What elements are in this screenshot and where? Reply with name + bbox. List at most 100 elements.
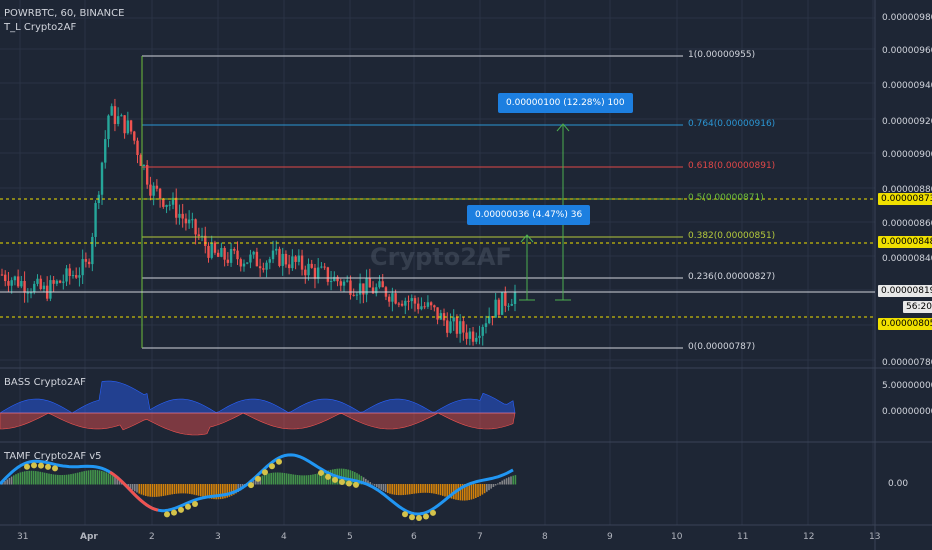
candle-body: [300, 255, 304, 270]
level-price-tag[interactable]: 0.00000805: [878, 318, 932, 330]
symbol-title[interactable]: POWRBTC, 60, BINANCE: [4, 8, 125, 19]
tamf-dot: [171, 509, 177, 516]
tamf-histogram-bar: [59, 474, 61, 485]
candle-body: [513, 292, 517, 304]
tamf-histogram-bar: [153, 484, 156, 497]
tamf-histogram-bar: [175, 484, 178, 494]
tamf-histogram-bar: [290, 474, 292, 485]
tamf-histogram-bar: [395, 484, 398, 495]
tamf-histogram-bar: [470, 484, 473, 500]
candle-body: [42, 285, 46, 290]
tamf-dot: [24, 463, 30, 470]
tamf-histogram-bar: [70, 474, 72, 485]
candle-body: [142, 164, 146, 166]
candle-body: [242, 263, 246, 267]
tamf-histogram-bar: [219, 484, 222, 500]
tamf-histogram-bar: [343, 468, 345, 485]
tamf-dot: [164, 511, 170, 518]
candle-body: [449, 321, 452, 333]
tamf-histogram-bar: [479, 484, 481, 496]
tamf-dot: [423, 513, 429, 520]
candle-body: [23, 281, 26, 293]
tamf-histogram-bar: [393, 484, 396, 495]
tamf-histogram-bar: [173, 484, 176, 494]
tamf-histogram-bar: [466, 484, 468, 501]
tamf-histogram-bar: [76, 472, 79, 485]
tamf-histogram-bar: [420, 484, 422, 493]
candle-body: [13, 276, 17, 281]
candle-body: [71, 275, 75, 277]
candle-body: [329, 281, 333, 283]
indicator-title-tamf[interactable]: TAMF Crypto2AF v5: [4, 451, 102, 462]
tamf-histogram-bar: [215, 484, 217, 500]
tamf-histogram-bar: [367, 480, 369, 485]
candle-body: [255, 251, 259, 267]
current-price-tag[interactable]: 0.00000819: [878, 285, 932, 297]
tamf-histogram-bar: [98, 470, 101, 485]
candle-body: [239, 259, 242, 267]
tamf-histogram-bar: [54, 474, 57, 485]
candle-body: [223, 247, 226, 260]
tamf-dot: [31, 462, 37, 469]
candle-body: [484, 323, 488, 327]
measure-tooltip-large[interactable]: 0.00000100 (12.28%) 100: [498, 93, 633, 113]
tamf-histogram-bar: [356, 473, 358, 485]
tamf-histogram-bar: [39, 471, 41, 485]
tamf-histogram-bar: [142, 484, 145, 496]
tamf-histogram-bar: [301, 475, 303, 485]
candle-body: [326, 267, 330, 282]
time-axis-label: 7: [477, 532, 483, 542]
tamf-histogram-bar: [81, 471, 83, 485]
candle-body: [417, 303, 420, 310]
tamf-histogram-bar: [92, 469, 94, 485]
measure-tooltip-small[interactable]: 0.00000036 (4.47%) 36: [467, 205, 591, 225]
time-axis-label: 11: [737, 532, 749, 542]
tamf-dot: [339, 478, 345, 485]
candle-body: [84, 259, 88, 262]
candle-body: [29, 292, 33, 294]
tamf-histogram-bar: [382, 484, 385, 492]
price-axis-label: 0.00000780: [882, 358, 932, 368]
tamf-signal-line: [0, 453, 514, 516]
candle-body: [246, 262, 249, 264]
tamf-dot: [276, 458, 282, 465]
tamf-dot: [262, 469, 268, 476]
price-axis-label: 0.00000940: [882, 81, 932, 91]
tamf-histogram-bar: [255, 479, 257, 485]
candle-body: [510, 303, 513, 306]
candle-body: [497, 299, 501, 315]
candle-body: [413, 298, 417, 304]
tamf-histogram-bar: [197, 484, 200, 496]
tamf-histogram-bar: [323, 471, 325, 485]
candle-body: [339, 281, 342, 286]
tamf-histogram-bar: [426, 484, 429, 493]
tamf-dot: [325, 473, 331, 480]
candle-body: [323, 266, 326, 268]
level-price-tag[interactable]: 0.00000873: [878, 193, 932, 205]
candle-body: [94, 203, 97, 237]
tamf-histogram-bar: [464, 484, 466, 501]
tamf-histogram-bar: [503, 479, 506, 485]
candle-body: [475, 337, 478, 342]
candle-body: [65, 268, 68, 282]
candle-body: [316, 267, 320, 279]
candle-body: [262, 268, 265, 270]
candle-body: [500, 292, 504, 315]
tamf-histogram-bar: [107, 473, 110, 485]
candle-body: [171, 197, 175, 205]
indicator-title-bass[interactable]: BASS Crypto2AF: [4, 377, 86, 388]
time-axis-label: 8: [542, 532, 548, 542]
tamf-histogram-bar: [477, 484, 479, 498]
candle-body: [504, 292, 507, 306]
tamf-histogram-bar: [365, 478, 367, 485]
tamf-histogram-bar: [169, 484, 171, 495]
tamf-histogram-bar: [512, 475, 514, 485]
tamf-histogram-bar: [349, 470, 352, 485]
indicator-title-main[interactable]: T_L Crypto2AF: [4, 22, 77, 33]
candle-body: [268, 259, 271, 263]
tamf-histogram-bar: [226, 484, 228, 498]
level-price-tag[interactable]: 0.00000848: [878, 236, 932, 248]
tamf-histogram-bar: [162, 484, 165, 496]
fib-level-label: 0.618(0.00000891): [688, 161, 776, 171]
